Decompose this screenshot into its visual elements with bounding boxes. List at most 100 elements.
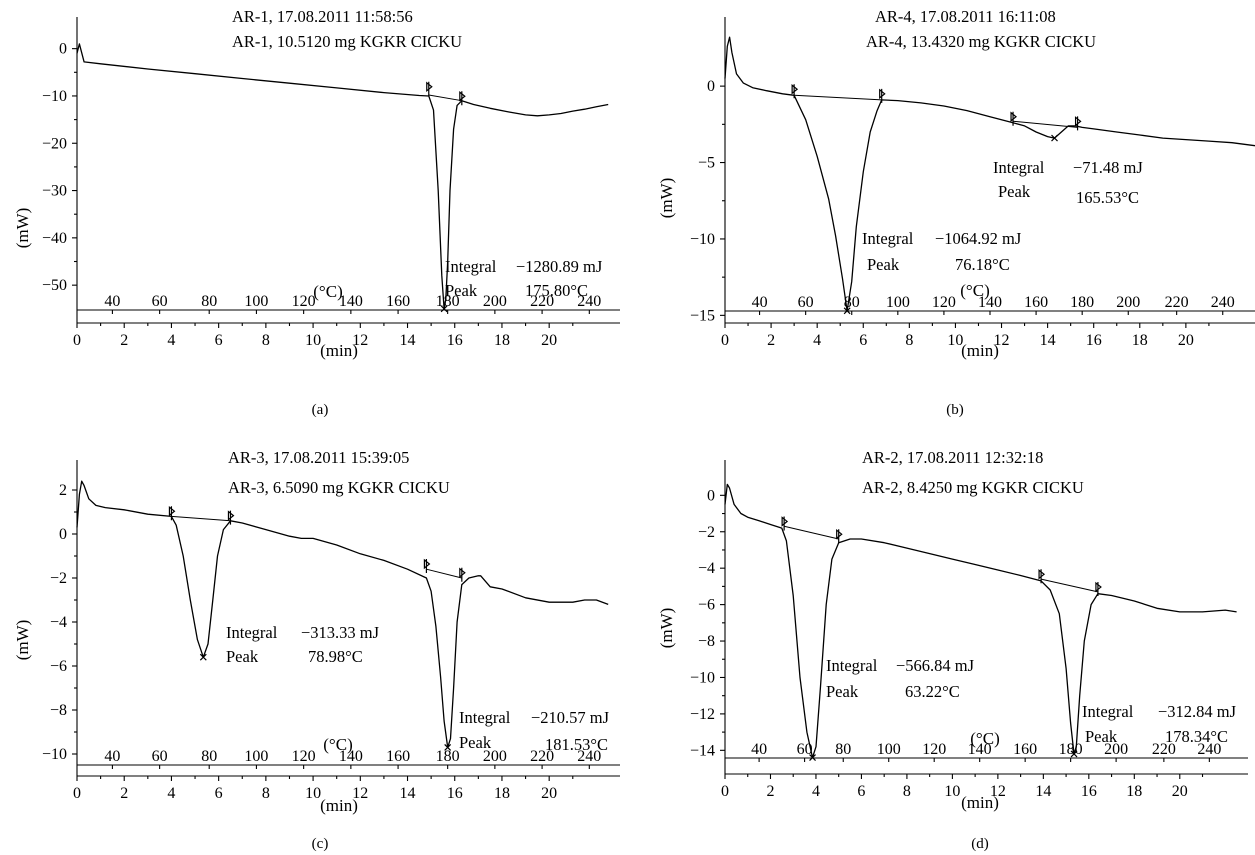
peak-label: Peak [459,733,492,752]
x-tick-label: 2 [767,332,775,349]
integration-baseline [794,94,882,101]
x-tick-label: 10 [305,332,321,349]
integration-limit-marker [426,81,433,96]
y-tick-label: −30 [42,183,67,200]
peak-marker [199,653,207,661]
y-tick-label: −10 [690,669,715,686]
temperature-axis-label: (°C) [313,282,342,301]
integration-baseline [428,94,462,102]
temperature-tick-label: 60 [797,741,813,758]
integral-label: Integral [226,623,278,642]
panel-caption: (c) [312,836,329,852]
temperature-tick-label: 120 [922,741,946,758]
temperature-tick-label: 100 [244,748,268,765]
temperature-tick-label: 100 [886,294,910,311]
temperature-tick-label: 240 [577,748,601,765]
temperature-tick-label: 160 [1024,294,1048,311]
x-tick-label: 14 [400,332,416,349]
dsc-curve [76,480,609,749]
integration-limit-marker [227,510,235,525]
x-tick-label: 8 [903,783,911,800]
peak-label: Peak [867,255,900,274]
y-tick-label: −6 [698,597,715,614]
temperature-tick-label: 240 [1211,294,1235,311]
x-tick-label: 8 [905,332,913,349]
temperature-tick-label: 60 [798,294,814,311]
x-tick-label: 4 [812,783,820,800]
y-tick-label: −2 [698,524,715,541]
integration-limit-marker [423,558,431,573]
x-tick-label: 20 [541,785,557,802]
temperature-axis-label: (°C) [970,729,999,748]
peak-label: Peak [826,682,859,701]
y-tick-label: −15 [690,307,715,324]
temperature-tick-label: 200 [483,748,507,765]
x-tick-label: 18 [1126,783,1142,800]
x-tick-label: 2 [120,785,128,802]
y-tick-label: 0 [707,78,715,95]
integration-limit-marker [459,91,466,106]
integration-limit-marker [879,88,886,103]
panel-c: AR-3, 17.08.2011 15:39:05 AR-3, 6.5090 m… [13,448,620,852]
integral-label: Integral [1082,702,1134,721]
peak-value: 76.18°C [955,255,1010,274]
temperature-tick-label: 180 [1059,741,1083,758]
panel-a: AR-1, 17.08.2011 11:58:56 AR-1, 10.5120 … [13,7,620,418]
panel-b: AR-4, 17.08.2011 16:11:08 AR-4, 13.4320 … [657,7,1255,418]
peak-value: 165.53°C [1076,188,1139,207]
temperature-tick-label: 40 [104,748,120,765]
x-tick-label: 6 [215,785,223,802]
temperature-tick-label: 100 [244,293,268,310]
integration-baseline [784,525,839,540]
integral-value: −1280.89 mJ [516,257,603,276]
peak-label: Peak [1085,727,1118,746]
x-tick-label: 16 [447,785,463,802]
x-tick-label: 10 [944,783,960,800]
temperature-tick-label: 140 [968,741,992,758]
x-tick-label: 20 [541,332,557,349]
x-tick-label: 18 [1132,332,1148,349]
x-tick-label: 0 [73,332,81,349]
x-tick-label: 6 [215,332,223,349]
panel-header-2: AR-2, 8.4250 mg KGKR CICKU [862,478,1084,497]
temperature-tick-label: 120 [292,748,316,765]
y-tick-label: −20 [42,135,67,152]
peak-marker [843,307,851,315]
temperature-tick-label: 140 [339,748,363,765]
peak-value: 78.98°C [308,647,363,666]
temperature-tick-label: 40 [104,293,120,310]
integral-label: Integral [459,708,511,727]
y-tick-label: −4 [50,614,67,631]
temperature-tick-label: 160 [386,293,410,310]
integration-limit-marker [1095,581,1102,597]
integration-limit-marker [791,83,799,99]
integral-value: −1064.92 mJ [935,229,1022,248]
x-tick-label: 8 [262,785,270,802]
panel-header-1: AR-3, 17.08.2011 15:39:05 [228,448,409,467]
x-tick-label: 4 [167,785,175,802]
x-axis-title: (min) [961,793,999,812]
x-tick-label: 18 [494,332,510,349]
temperature-tick-label: 220 [530,293,554,310]
integral-label: Integral [445,257,497,276]
temperature-tick-label: 40 [751,741,767,758]
peak-marker [809,754,816,762]
temperature-tick-label: 160 [1013,741,1037,758]
temperature-tick-label: 80 [835,741,851,758]
integral-value: −313.33 mJ [301,623,380,642]
temperature-tick-label: 160 [386,748,410,765]
x-tick-label: 20 [1178,332,1194,349]
x-tick-label: 6 [857,783,865,800]
dsc-curve [76,43,609,310]
x-tick-label: 12 [352,785,368,802]
panel-header-2: AR-3, 6.5090 mg KGKR CICKU [228,478,450,497]
integration-limit-marker [836,528,843,544]
panel-caption: (a) [312,402,329,418]
temperature-tick-label: 140 [978,294,1002,311]
integration-limit-marker [168,505,176,521]
temperature-tick-label: 80 [201,748,217,765]
y-tick-label: −6 [50,658,67,675]
temperature-tick-label: 120 [292,293,316,310]
panel-header-2: AR-1, 10.5120 mg KGKR CICKU [232,32,462,51]
temperature-tick-label: 120 [932,294,956,311]
